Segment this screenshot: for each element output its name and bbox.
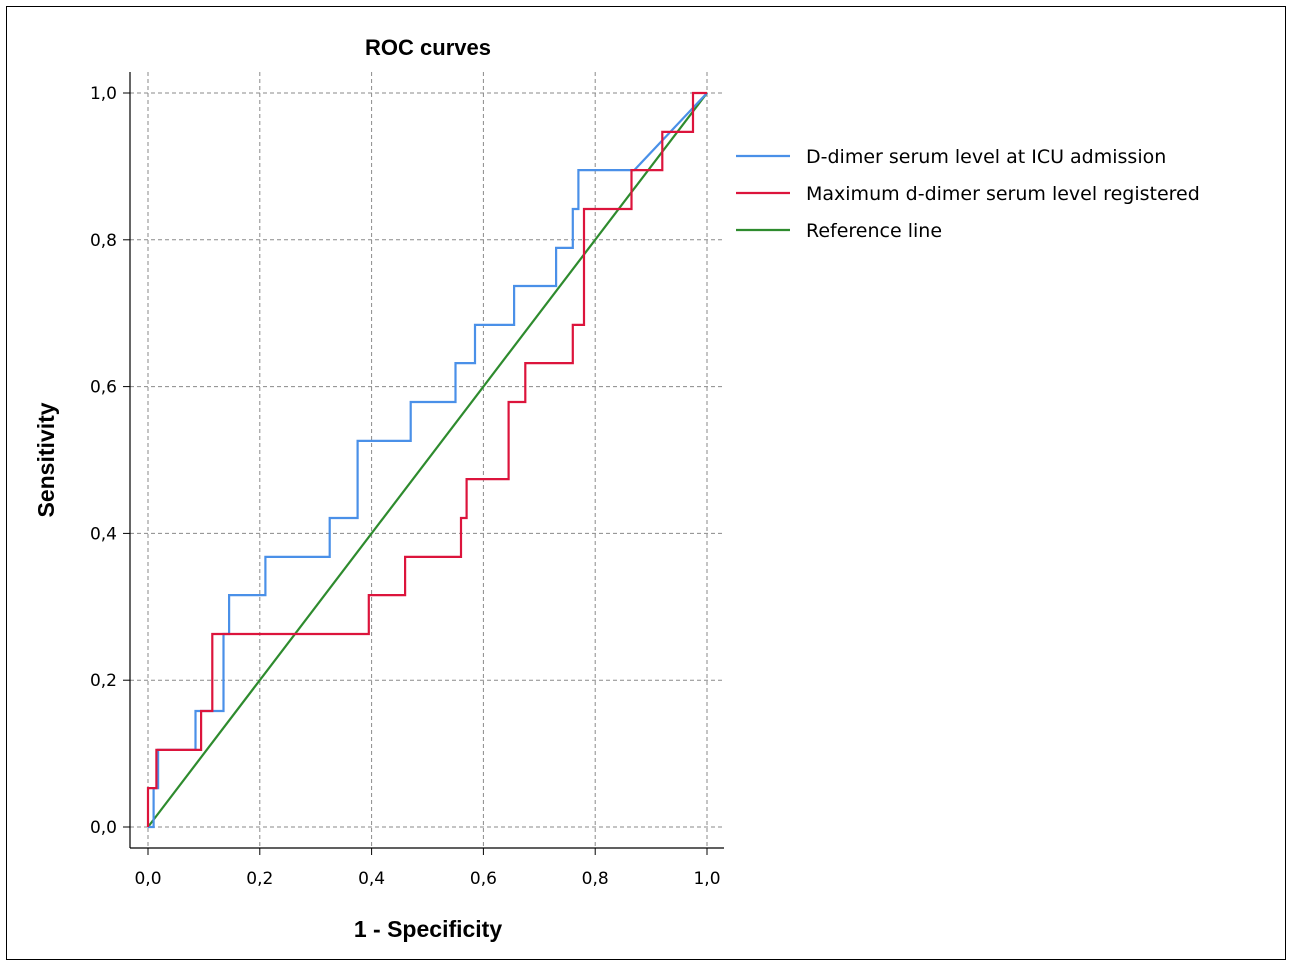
- legend-label-maximum-d-dimer-serum-level-registered: Maximum d-dimer serum level registered: [806, 183, 1200, 205]
- y-tick-label: 1,0: [90, 84, 117, 104]
- y-ticks: 0,0 0,2 0,4 0,6 0,8 1,0: [90, 84, 117, 838]
- legend: D-dimer serum level at ICU admission Maxi…: [736, 146, 1200, 242]
- legend-label-d-dimer-serum-level-at-icu-admission: D-dimer serum level at ICU admission: [806, 146, 1166, 168]
- y-tick-label: 0,8: [90, 231, 117, 251]
- x-tick-label: 1,0: [693, 869, 720, 889]
- y-tick-label: 0,6: [90, 378, 117, 398]
- series-group: [146, 91, 708, 829]
- grid: [130, 72, 724, 848]
- legend-label-reference-line: Reference line: [806, 220, 942, 242]
- chart-title: ROC curves: [365, 35, 491, 60]
- y-tick-label: 0,0: [90, 818, 117, 838]
- x-tick-label: 0,8: [582, 869, 609, 889]
- x-ticks: 0,0 0,2 0,4 0,6 0,8 1,0: [134, 869, 720, 889]
- x-tick-label: 0,0: [134, 869, 161, 889]
- x-tick-label: 0,6: [470, 869, 497, 889]
- series-line-d-dimer-serum-level-at-icu-admission: [148, 92, 708, 829]
- x-axis-label: 1 - Specificity: [354, 916, 502, 942]
- y-tick-label: 0,4: [90, 524, 117, 544]
- y-axis-label: Sensitivity: [33, 402, 59, 517]
- series-line-reference-line: [147, 92, 708, 828]
- y-tick-label: 0,2: [90, 671, 117, 691]
- series-line-maximum-d-dimer-serum-level-registered: [146, 91, 707, 827]
- axes: [123, 72, 724, 855]
- x-tick-label: 0,2: [246, 869, 273, 889]
- x-tick-label: 0,4: [358, 869, 385, 889]
- chart-frame: [6, 6, 1286, 960]
